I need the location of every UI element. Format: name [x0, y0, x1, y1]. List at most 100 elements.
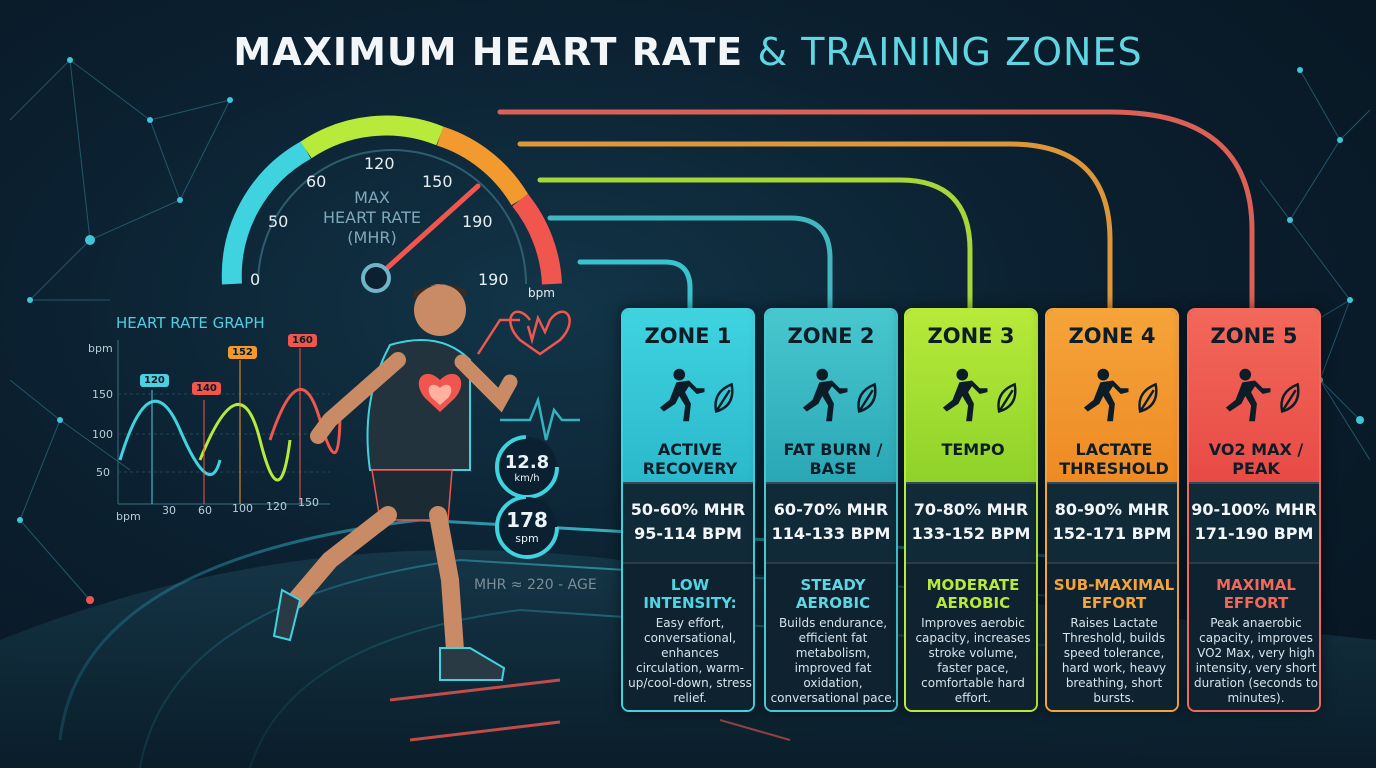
track-red-1 [389, 678, 561, 702]
hr-graph-x-tick-30: 30 [162, 504, 176, 517]
gauge-arc-green [300, 115, 444, 159]
gauge-arc-red [512, 193, 562, 285]
zone-range: 90-100% MHR 171-190 BPM [1189, 482, 1319, 562]
gauge-title-line-2: HEART RATE [323, 208, 421, 227]
zone-bpm: 152-171 BPM [1052, 524, 1172, 543]
mhr-formula: MHR ≈ 220 - AGE [474, 577, 597, 593]
zone-label: TEMPO [941, 440, 1005, 459]
zone-header: ZONE 3 TEMPO [906, 310, 1036, 482]
track-line-3 [249, 608, 1121, 768]
cadence-unit: spm [515, 532, 539, 545]
hr-graph-x-tick-60: 60 [198, 504, 212, 517]
page-title: MAXIMUM HEART RATE & TRAINING ZONES [0, 30, 1376, 74]
zone-percent: 60-70% MHR [773, 500, 889, 519]
hr-graph-y-tick-100: 100 [92, 428, 113, 441]
gauge-tick-60: 60 [306, 172, 327, 191]
hr-callout-152: 152 [228, 346, 257, 359]
zone-percent: 70-80% MHR [913, 500, 1029, 519]
zone-description: Easy effort, conversational, enhances ci… [628, 616, 752, 705]
title-part-1: MAXIMUM HEART RATE [233, 30, 744, 74]
zone-intensity: MODERATE AEROBIC [926, 576, 1020, 612]
zone-card-5: ZONE 5 VO2 MAX / PEAK 90-100% MHR 171-19… [1187, 308, 1321, 712]
gauge-inner-arc [257, 149, 527, 285]
zone-bpm: 95-114 BPM [634, 524, 742, 543]
network-nodes-left [17, 57, 233, 604]
zone-name: ZONE 2 [787, 324, 875, 348]
speed-unit: km/h [514, 473, 540, 484]
gauge-unit: bpm [528, 286, 555, 300]
zone-range: 80-90% MHR 152-171 BPM [1047, 482, 1177, 562]
gauge-tick-190-a: 190 [462, 212, 493, 231]
zone-connectors [497, 109, 1255, 311]
hr-graph-y-tick-50: 50 [96, 466, 110, 479]
zone-range: 70-80% MHR 133-152 BPM [906, 482, 1036, 562]
zone-bpm: 133-152 BPM [911, 524, 1031, 543]
network-left [9, 59, 231, 601]
gauge-arc-orange [436, 126, 529, 206]
title-part-2: & TRAINING ZONES [757, 30, 1143, 74]
track-red-2 [409, 720, 561, 742]
hr-graph-x-tick-100: 100 [232, 502, 253, 515]
hr-graph-x-tick-120: 120 [266, 500, 287, 513]
cadence-stat: 178 spm [497, 508, 557, 545]
zone-header: ZONE 5 VO2 MAX / PEAK [1189, 310, 1319, 482]
zone-range: 50-60% MHR 95-114 BPM [623, 482, 753, 562]
gauge-tick-50: 50 [268, 212, 289, 231]
zone-header: ZONE 1 ACTIVE RECOVERY [623, 310, 753, 482]
gauge-tick-0: 0 [250, 270, 261, 289]
zone-range: 60-70% MHR 114-133 BPM [766, 482, 896, 562]
zone-percent: 50-60% MHR [630, 500, 746, 519]
zone-description: Builds endurance, efficient fat metaboli… [770, 616, 896, 705]
zone-name: ZONE 3 [927, 324, 1015, 348]
gauge-title-line-3: (MHR) [347, 228, 397, 247]
hr-graph-y-unit: bpm [88, 342, 113, 355]
zone-card-4: ZONE 4 LACTATE THRESHOLD 80-90% MHR 152-… [1045, 308, 1179, 712]
gauge [221, 115, 562, 293]
zone-name: ZONE 4 [1068, 324, 1156, 348]
walking-person-leaf-icon [659, 368, 734, 422]
zone-percent: 80-90% MHR [1054, 500, 1170, 519]
zone-bpm: 114-133 BPM [771, 524, 891, 543]
zone-card-3: ZONE 3 TEMPO 70-80% MHR 133-152 BPM MODE… [904, 308, 1038, 712]
zone-label: FAT BURN / BASE [783, 440, 883, 478]
hr-graph [117, 340, 342, 505]
gauge-title-line-1: MAX [354, 188, 390, 207]
zone-card-1: ZONE 1 ACTIVE RECOVERY 50-60% MHR 95-114… [621, 308, 755, 712]
speed-value: 12.8 [504, 452, 550, 473]
hr-line-cyan [118, 399, 222, 476]
zone-header: ZONE 4 LACTATE THRESHOLD [1047, 310, 1177, 482]
zone-name: ZONE 1 [644, 324, 732, 348]
zone-card-2: ZONE 2 FAT BURN / BASE 60-70% MHR 114-13… [764, 308, 898, 712]
connector-zone1 [577, 259, 693, 311]
track-line-1 [58, 518, 1121, 741]
zone-label: ACTIVE RECOVERY [642, 440, 738, 478]
hr-graph-title: HEART RATE GRAPH [116, 314, 265, 332]
speed-stat: 12.8 km/h [497, 452, 557, 484]
sprinting-person-muscle-icon [1083, 368, 1158, 422]
zone-description: Improves aerobic capacity, increases str… [915, 616, 1031, 705]
network-right [1259, 69, 1371, 461]
hr-callout-160: 160 [288, 334, 317, 347]
gauge-hub [361, 263, 391, 293]
cadence-ring [495, 495, 559, 559]
hr-graph-x-unit: bpm [116, 510, 141, 523]
zone-description: Peak anaerobic capacity, improves VO2 Ma… [1194, 616, 1318, 705]
zone-details: SUB-MAXIMAL EFFORT Raises Lactate Thresh… [1047, 562, 1177, 710]
zone-description: Raises Lactate Threshold, builds speed t… [1061, 616, 1167, 705]
zone-details: MAXIMAL EFFORT Peak anaerobic capacity, … [1189, 562, 1319, 710]
zone-intensity: LOW INTENSITY: [643, 576, 737, 612]
ecg-heart-icon [476, 310, 580, 441]
cadence-value: 178 [506, 508, 548, 532]
zone-percent: 90-100% MHR [1191, 500, 1317, 519]
gauge-tick-120: 120 [364, 154, 395, 173]
hr-graph-y-tick-150: 150 [92, 388, 113, 401]
zone-details: STEADY AEROBIC Builds endurance, efficie… [766, 562, 896, 710]
zone-intensity: SUB-MAXIMAL EFFORT [1053, 576, 1175, 612]
gauge-arc-cyan [221, 141, 311, 285]
jogging-person-fat-drop-icon [802, 368, 877, 422]
hr-callout-120: 120 [140, 374, 169, 387]
connector-zone4 [517, 141, 1113, 311]
sprinting-person-flame-icon [1225, 368, 1300, 422]
gauge-needle [373, 183, 481, 281]
